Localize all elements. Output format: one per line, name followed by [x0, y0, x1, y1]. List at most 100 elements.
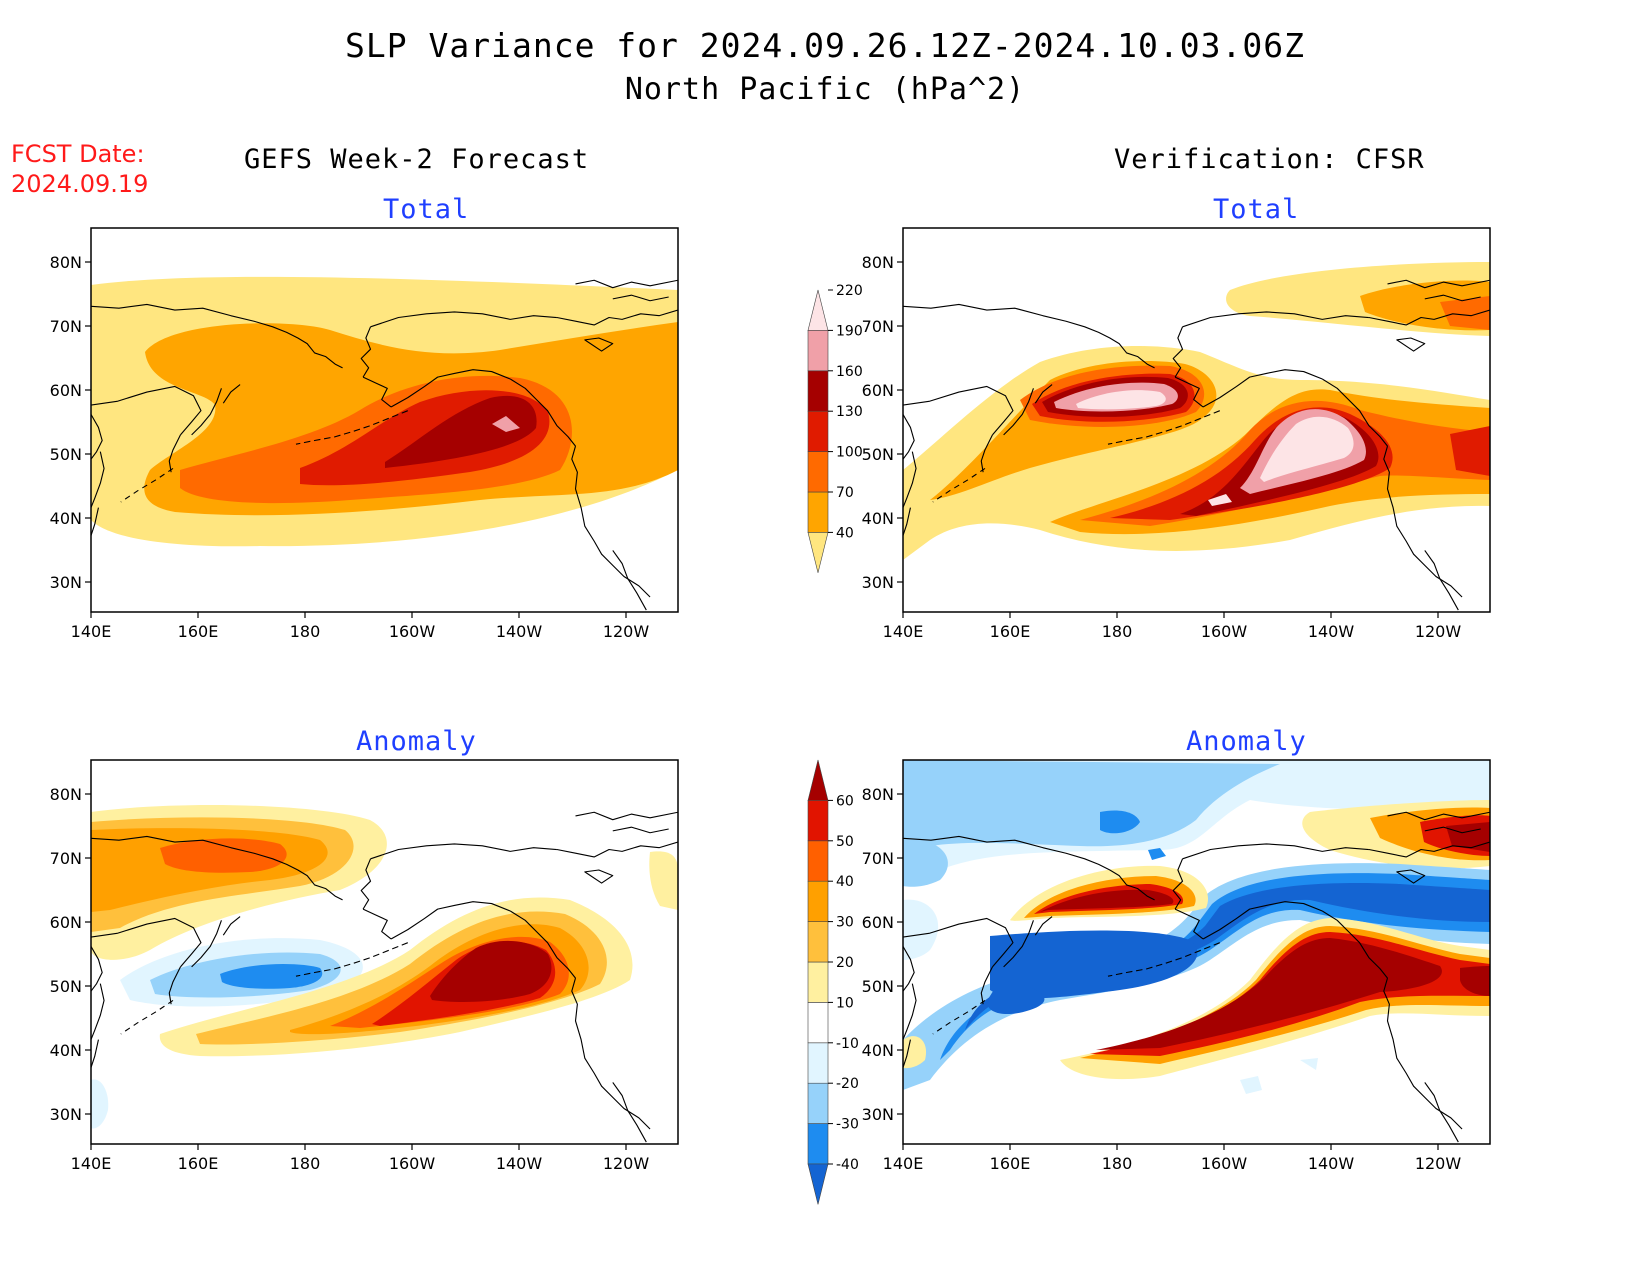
- colorbar-swatch: [807, 451, 829, 493]
- lat-label: 80N: [50, 253, 82, 272]
- lat-label: 50N: [50, 977, 82, 996]
- lat-label: 40N: [862, 1041, 894, 1060]
- colorbar-swatch: [807, 1002, 829, 1044]
- lat-label: 70N: [862, 849, 894, 868]
- colorbar-swatch: [807, 491, 829, 533]
- colorbar-label: 40: [836, 525, 854, 541]
- lat-label: 60N: [50, 381, 82, 400]
- lon-label: 140W: [1308, 622, 1355, 641]
- anomaly-colorbar: -40 -30 -20 -10 10 20 30 40 50 60: [807, 759, 859, 1205]
- main-title: SLP Variance for 2024.09.26.12Z-2024.10.…: [345, 26, 1305, 65]
- lat-label: 80N: [50, 785, 82, 804]
- axis-ticks: [897, 261, 1439, 618]
- lon-label: 140E: [71, 1154, 112, 1173]
- lon-label: 160E: [990, 1154, 1031, 1173]
- lon-label: 180: [1102, 1154, 1133, 1173]
- fcst-date-value: 2024.09.19: [11, 170, 149, 198]
- lon-label: 160E: [990, 622, 1031, 641]
- colorbar-swatch: [807, 330, 829, 372]
- lon-label: 160E: [178, 1154, 219, 1173]
- forecast-total-title: Total: [383, 194, 470, 225]
- verification-anomaly-panel: 140E 160E 180 160W 140W 120W 80N 70N 60N…: [862, 759, 1491, 1173]
- colorbar-label: 60: [836, 793, 854, 809]
- colorbar-arrow-bottom: [807, 1163, 829, 1205]
- colorbar-label: -30: [836, 1117, 859, 1133]
- colorbar-swatch: [807, 370, 829, 412]
- colorbar-swatch: [807, 880, 829, 922]
- lat-label: 50N: [862, 977, 894, 996]
- lon-label: 160W: [389, 622, 436, 641]
- colorbar-label: 40: [836, 874, 854, 890]
- lon-label: 140W: [1308, 1154, 1355, 1173]
- lat-label: 30N: [862, 573, 894, 592]
- lat-label: 40N: [50, 1041, 82, 1060]
- colorbar-label: 70: [836, 485, 854, 501]
- colorbar-swatch: [807, 800, 829, 842]
- lon-label: 180: [1102, 622, 1133, 641]
- lon-label: 140W: [496, 1154, 543, 1173]
- lon-label: 140E: [883, 622, 924, 641]
- lat-label: 80N: [862, 785, 894, 804]
- colorbar-swatch: [807, 1042, 829, 1084]
- lat-label: 40N: [50, 509, 82, 528]
- lat-label: 70N: [50, 849, 82, 868]
- verification-column-title: Verification: CFSR: [1114, 144, 1425, 175]
- colorbar-swatch: [807, 1123, 829, 1165]
- lon-label: 120W: [603, 622, 650, 641]
- lat-label: 70N: [862, 317, 894, 336]
- colorbar-arrow-top: [807, 759, 829, 801]
- lat-label: 60N: [862, 381, 894, 400]
- fcst-date-label: FCST Date:: [11, 140, 145, 168]
- colorbar-arrow-bottom: [807, 532, 829, 573]
- axis-ticks: [897, 793, 1439, 1150]
- colorbar-label: -40: [836, 1157, 859, 1173]
- colorbar-swatch: [807, 1082, 829, 1124]
- lon-label: 160E: [178, 622, 219, 641]
- forecast-anomaly-panel: 140E 160E 180 160W 140W 120W 80N 70N 60N…: [50, 759, 679, 1173]
- lat-label: 60N: [50, 913, 82, 932]
- colorbar-label: -20: [836, 1076, 859, 1092]
- colorbar-swatch: [807, 961, 829, 1003]
- lon-label: 180: [290, 622, 321, 641]
- lon-label: 120W: [1415, 622, 1462, 641]
- lon-label: 140W: [496, 622, 543, 641]
- lon-label: 120W: [603, 1154, 650, 1173]
- lat-label: 50N: [50, 445, 82, 464]
- lat-label: 50N: [862, 445, 894, 464]
- lat-label: 40N: [862, 509, 894, 528]
- lat-label: 30N: [862, 1105, 894, 1124]
- lat-label: 30N: [50, 1105, 82, 1124]
- colorbar-label: 50: [836, 834, 854, 850]
- lon-label: 140E: [71, 622, 112, 641]
- lon-label: 160W: [1201, 1154, 1248, 1173]
- forecast-total-panel: 140E 160E 180 160W 140W 120W 80N 70N 60N…: [50, 227, 679, 641]
- colorbar-swatch: [807, 921, 829, 963]
- lat-label: 30N: [50, 573, 82, 592]
- lon-label: 160W: [1201, 622, 1248, 641]
- colorbar-label: 100: [836, 445, 863, 461]
- lat-label: 60N: [862, 913, 894, 932]
- lat-label: 70N: [50, 317, 82, 336]
- lat-label: 80N: [862, 253, 894, 272]
- colorbar-arrow-top: [807, 289, 829, 331]
- total-colorbar: 40 70 100 130 160 190 220: [807, 283, 863, 573]
- forecast-anomaly-title: Anomaly: [356, 726, 477, 757]
- colorbar-label: 130: [836, 404, 863, 420]
- colorbar-label: 10: [836, 995, 854, 1011]
- lon-label: 120W: [1415, 1154, 1462, 1173]
- colorbar-label: 20: [836, 955, 854, 971]
- colorbar-label: 220: [836, 283, 863, 299]
- forecast-column-title: GEFS Week-2 Forecast: [244, 144, 590, 175]
- colorbar-label: 160: [836, 364, 863, 380]
- verification-anomaly-title: Anomaly: [1186, 726, 1307, 757]
- lon-label: 160W: [389, 1154, 436, 1173]
- colorbar-label: 190: [836, 323, 863, 339]
- axis-ticks: [85, 793, 627, 1150]
- subtitle: North Pacific (hPa^2): [624, 72, 1026, 107]
- colorbar-label: 30: [836, 915, 854, 931]
- colorbar-swatch: [807, 410, 829, 452]
- lon-label: 140E: [883, 1154, 924, 1173]
- colorbar-swatch: [807, 840, 829, 882]
- lon-label: 180: [290, 1154, 321, 1173]
